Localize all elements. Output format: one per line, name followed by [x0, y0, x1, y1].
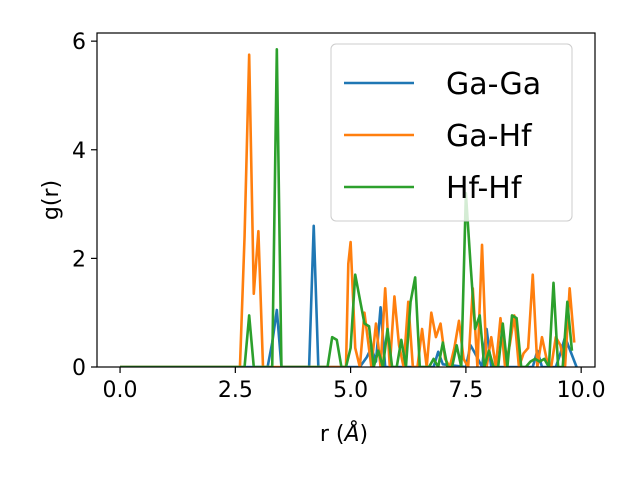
plot-frame — [96, 32, 596, 368]
y-axis-label: g(r) — [39, 180, 64, 220]
legend-box — [330, 43, 573, 222]
y-tick-label: 6 — [72, 30, 86, 55]
y-tick-label: 4 — [72, 139, 86, 164]
x-axis-label: r (Å) — [320, 420, 368, 447]
x-tick-label: 2.5 — [218, 378, 253, 403]
legend-label-hf-hf: Hf-Hf — [446, 171, 523, 206]
x-tick-label: 0.0 — [103, 378, 138, 403]
x-tick-label: 7.5 — [448, 378, 483, 403]
legend-label-ga-ga: Ga-Ga — [446, 67, 541, 102]
legend: Ga-Ga Ga-Hf Hf-Hf — [330, 43, 573, 222]
y-tick-label: 0 — [72, 356, 86, 381]
x-axis: 0.0 2.5 5.0 7.5 10.0 — [103, 367, 606, 403]
legend-entries: Ga-Ga Ga-Hf Hf-Hf — [344, 67, 541, 206]
series-layer — [120, 47, 578, 367]
x-tick-label: 5.0 — [333, 378, 368, 403]
x-axis-label-unit: Å — [342, 420, 359, 447]
x-axis-label-close: ) — [360, 422, 369, 447]
y-tick-label: 2 — [72, 247, 86, 272]
legend-label-ga-hf: Ga-Hf — [446, 119, 533, 154]
series-line-hf-hf — [120, 47, 574, 367]
y-axis: 0 2 4 6 — [72, 30, 97, 381]
x-tick-label: 10.0 — [557, 378, 606, 403]
